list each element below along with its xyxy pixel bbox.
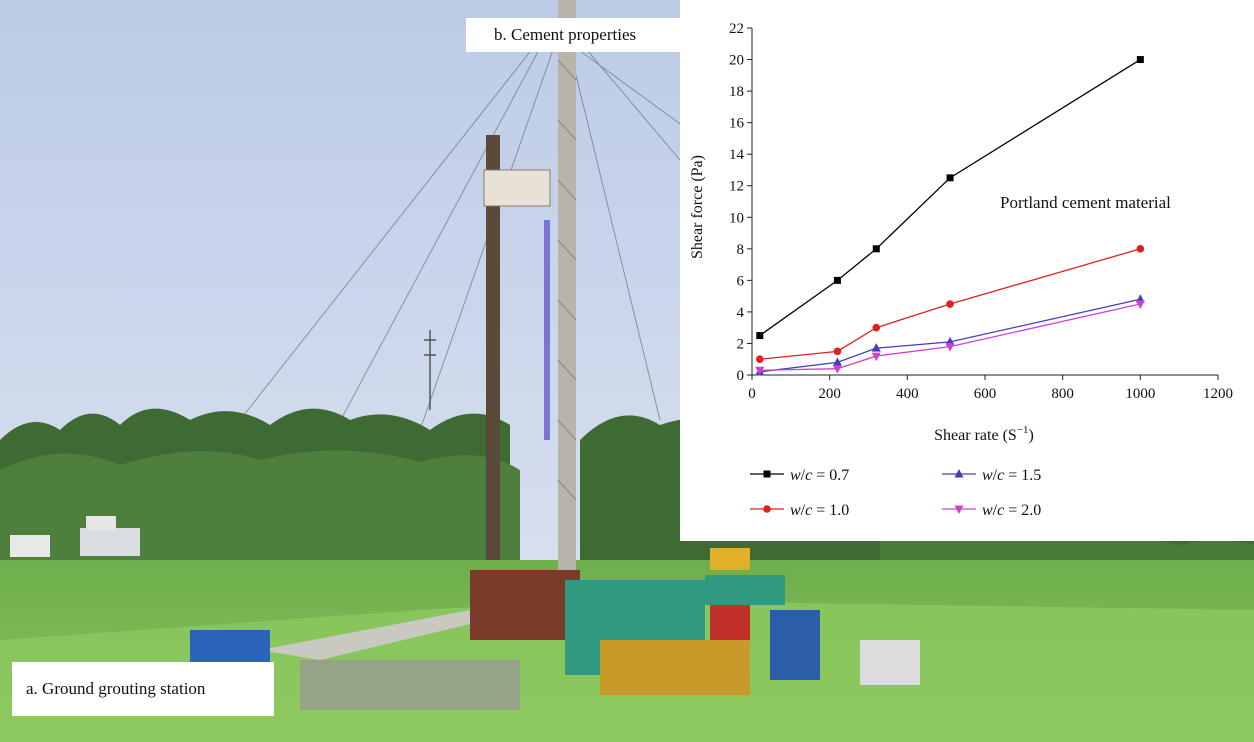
x-tick-label: 1200 [1203, 386, 1233, 402]
series-3 [755, 300, 1145, 376]
data-point [833, 347, 842, 356]
series-1 [755, 245, 1145, 364]
x-axis-label: Shear rate (S−1) [934, 424, 1034, 444]
series-line [759, 298, 1141, 373]
legend-slash: / [993, 467, 998, 484]
legend-label: w/c = 0.7 [790, 467, 849, 484]
y-tick-label: 6 [737, 273, 745, 289]
legend-var1: w [790, 467, 801, 484]
legend-label: w/c = 1.5 [982, 467, 1041, 484]
data-point [832, 365, 842, 374]
legend-value: = 1.0 [812, 502, 849, 519]
chart-axes: 0 2 4 6 8 10 12 14 16 18 20 22 0 200 400 600 800 1000 1200 [729, 21, 1233, 402]
y-tick-label: 22 [729, 21, 744, 37]
legend-slash: / [801, 467, 806, 484]
legend-item: w/c = 0.7 [750, 467, 849, 484]
x-axis-label-sup: −1 [1017, 424, 1029, 436]
y-tick-label: 20 [729, 53, 744, 69]
legend-var2: c [805, 467, 812, 484]
legend-var2: c [997, 467, 1004, 484]
legend-var1: w [790, 502, 801, 519]
x-axis-label-close: ) [1029, 427, 1034, 444]
data-point [1136, 245, 1145, 253]
data-point [946, 174, 954, 182]
data-point [755, 355, 764, 364]
data-point [945, 343, 955, 352]
legend-item: w/c = 2.0 [942, 502, 1041, 519]
y-tick-label: 4 [737, 305, 745, 321]
shear-chart-panel: 0 2 4 6 8 10 12 14 16 18 20 22 0 200 400 600 800 1000 1200… [680, 0, 1254, 541]
x-tick-label: 200 [818, 386, 841, 402]
legend-marker [954, 469, 964, 478]
chart-legend: w/c = 0.7 w/c = 1.5w/c = 1.0 w/c = 2.0 [750, 467, 1041, 519]
data-point [832, 357, 842, 366]
y-tick-label: 12 [729, 179, 744, 195]
y-tick-label: 16 [729, 116, 745, 132]
caption-ground-grouting-station: a. Ground grouting station [12, 662, 274, 716]
legend-item: w/c = 1.5 [942, 467, 1041, 484]
legend-slash: / [993, 502, 998, 519]
y-tick-label: 14 [729, 147, 745, 163]
data-point [871, 352, 881, 362]
data-point [872, 323, 881, 332]
series-0 [756, 56, 1144, 340]
data-point [872, 245, 880, 253]
legend-slash: / [801, 502, 806, 519]
legend-marker [763, 470, 771, 478]
data-point [833, 276, 841, 284]
legend-var1: w [982, 467, 993, 484]
x-tick-label: 0 [748, 386, 756, 402]
data-point [1136, 56, 1144, 64]
legend-value: = 1.5 [1004, 467, 1041, 484]
y-axis-label: Shear force (Pa) [689, 155, 706, 259]
legend-var1: w [982, 502, 993, 519]
caption-cement-properties: b. Cement properties [466, 18, 680, 52]
chart-series-layer [755, 56, 1145, 376]
legend-value: = 0.7 [812, 467, 849, 484]
legend-marker [954, 505, 964, 514]
data-point [755, 366, 765, 376]
x-axis-label-main: Shear rate (S [934, 427, 1017, 444]
chart-annotation: Portland cement material [1000, 193, 1171, 212]
data-point [871, 343, 881, 352]
data-point [1135, 300, 1145, 310]
x-tick-label: 600 [974, 386, 997, 402]
legend-value: = 2.0 [1004, 502, 1041, 519]
x-tick-label: 400 [896, 386, 919, 402]
shear-chart: 0 2 4 6 8 10 12 14 16 18 20 22 0 200 400 600 800 1000 1200… [689, 21, 1233, 519]
y-tick-label: 8 [737, 242, 745, 258]
legend-item: w/c = 1.0 [750, 502, 849, 519]
data-point [756, 332, 764, 340]
legend-marker [763, 505, 771, 513]
x-tick-label: 1000 [1125, 386, 1155, 402]
legend-var2: c [805, 502, 812, 519]
legend-label: w/c = 1.0 [790, 502, 849, 519]
y-tick-label: 10 [729, 210, 744, 226]
x-tick-label: 800 [1051, 386, 1074, 402]
legend-var2: c [997, 502, 1004, 519]
y-tick-label: 0 [737, 368, 745, 384]
data-point [946, 300, 954, 308]
y-tick-label: 18 [729, 84, 744, 100]
legend-label: w/c = 2.0 [982, 502, 1041, 519]
y-tick-label: 2 [737, 336, 745, 352]
